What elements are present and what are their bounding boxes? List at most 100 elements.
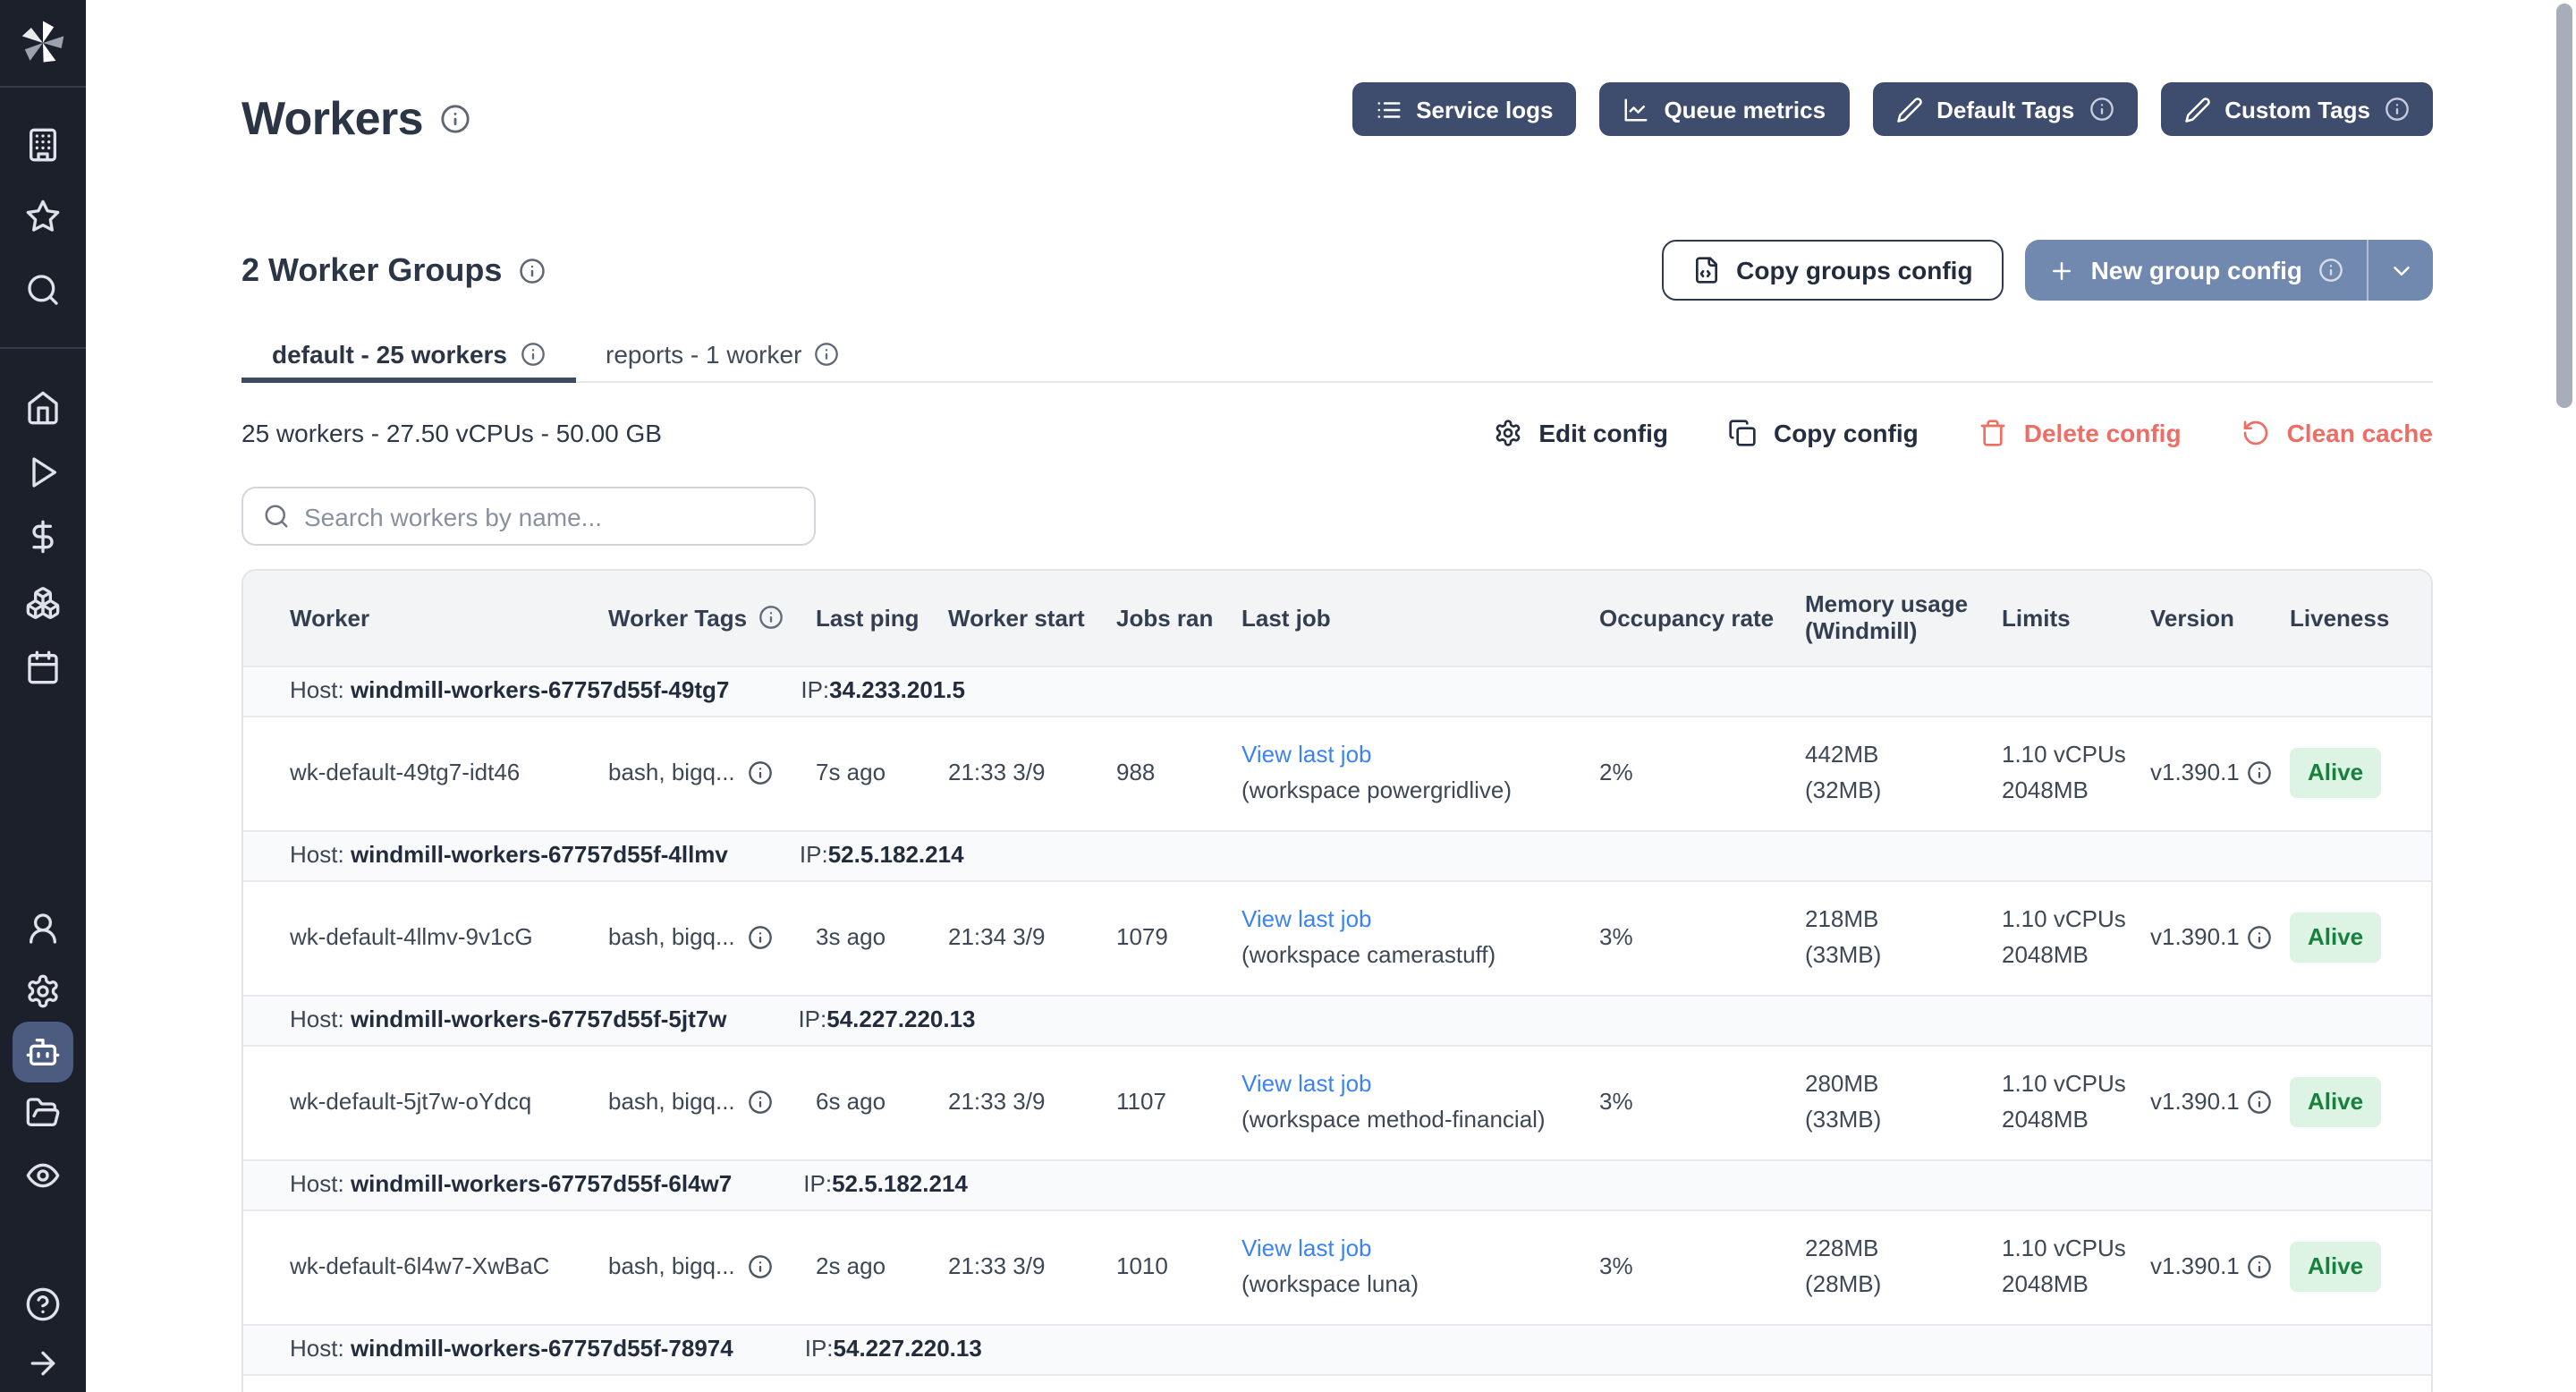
page-header: Workers Service logs Queue metrics Default… <box>242 82 2433 147</box>
ip-label: IP: <box>798 1005 827 1032</box>
version-value: v1.390.1 <box>2150 922 2240 950</box>
file-code-icon <box>1691 256 1720 284</box>
limits-cell: 1.10 vCPUs 2048MB <box>2002 880 2150 995</box>
search-input[interactable] <box>304 502 794 530</box>
jobs-ran-cell: 988 <box>1116 758 1156 785</box>
workers-info-icon[interactable] <box>441 104 471 134</box>
table-header-row: Worker Worker Tags Last ping Worker start Jo… <box>243 571 2431 666</box>
sidebar-item-folder-open[interactable] <box>13 1082 73 1143</box>
sidebar-item-settings[interactable] <box>13 961 73 1022</box>
sidebar-item-robot[interactable] <box>13 1022 73 1082</box>
copy-groups-config-button[interactable]: Copy groups config <box>1661 240 2004 301</box>
info-icon[interactable] <box>2247 1090 2272 1115</box>
view-last-job-link[interactable]: View last job <box>1241 1069 1372 1097</box>
worker-tags: bash, bigq... <box>608 922 735 950</box>
info-icon[interactable] <box>2247 925 2272 950</box>
user-icon <box>25 911 61 946</box>
sidebar-item-eye[interactable] <box>13 1145 73 1206</box>
worker-name-cell: wk-default-6l4w7-XwBaC <box>290 1252 550 1279</box>
host-cell: Host: windmill-workers-67757d55f-49tg7 IP… <box>243 666 2431 716</box>
jobs-ran-cell: 1107 <box>1116 1087 1166 1115</box>
host-cell: Host: windmill-workers-67757d55f-5jt7w IP… <box>243 995 2431 1045</box>
column-header-worker-start: Worker start <box>948 571 1116 666</box>
sidebar-item-help[interactable] <box>13 1274 73 1335</box>
host-row: Host: windmill-workers-67757d55f-6l4w7 IP… <box>243 1159 2431 1210</box>
liveness-badge: Alive <box>2290 747 2382 799</box>
ip-label: IP: <box>803 1169 833 1197</box>
last-job-cell: View last job (workspace method-financial… <box>1241 1045 1599 1159</box>
tab-default-25-workers[interactable]: default - 25 workers <box>242 329 575 383</box>
view-last-job-link[interactable]: View last job <box>1241 740 1372 768</box>
memory-total: 218MB <box>1805 904 1879 932</box>
sidebar-item-dollar[interactable] <box>13 506 73 567</box>
column-header-worker-tags: Worker Tags <box>608 571 816 666</box>
worker-groups-header: 2 Worker Groups Copy groups config New g… <box>242 240 2433 301</box>
host-cell: Host: windmill-workers-67757d55f-6l4w7 IP… <box>243 1159 2431 1210</box>
host-cell: Host: windmill-workers-67757d55f-4llmv IP… <box>243 830 2431 880</box>
memory-total: 228MB <box>1805 1234 1879 1261</box>
action-label: Clean cache <box>2286 419 2433 447</box>
last-job-cell: View last job (workspace camerastuff) <box>1241 880 1599 995</box>
sidebar-item-home[interactable] <box>13 378 73 438</box>
page-title: Workers <box>242 91 471 147</box>
limit-memory: 2048MB <box>2002 1106 2089 1133</box>
worker-groups-title: 2 Worker Groups <box>242 251 545 289</box>
pencil-icon <box>2183 96 2210 123</box>
home-icon <box>25 390 61 426</box>
column-header-occupancy-rate: Occupancy rate <box>1599 571 1805 666</box>
sidebar-item-boxes[interactable] <box>13 573 73 633</box>
new-group-config-dropdown[interactable] <box>2368 240 2433 301</box>
last-ping-cell: 7s ago <box>816 758 886 785</box>
worker-tags-cell: bash, bigq... <box>608 1210 816 1324</box>
sidebar-item-search[interactable] <box>13 259 73 320</box>
jobs-ran-cell: 1010 <box>1116 1252 1168 1279</box>
sidebar-item-arrow-right[interactable] <box>13 1333 73 1392</box>
scrollbar-thumb[interactable] <box>2556 4 2572 408</box>
sidebar-item-calendar[interactable] <box>13 637 73 698</box>
limit-vcpus: 1.10 vCPUs <box>2002 1234 2126 1261</box>
service-logs-button[interactable]: Service logs <box>1352 82 1577 136</box>
delete-config-button[interactable]: Delete config <box>1979 419 2182 447</box>
ip-label: IP: <box>801 675 830 703</box>
view-last-job-link[interactable]: View last job <box>1241 904 1372 932</box>
queue-metrics-button[interactable]: Queue metrics <box>1599 82 1850 136</box>
limits-cell: 1.10 vCPUs 2048MB <box>2002 716 2150 830</box>
info-icon[interactable] <box>748 925 773 950</box>
info-icon[interactable] <box>748 760 773 785</box>
info-icon[interactable] <box>758 606 783 631</box>
copy-config-button[interactable]: Copy config <box>1729 419 1919 447</box>
worker-groups-info-icon[interactable] <box>518 257 545 284</box>
sidebar-item-star[interactable] <box>13 186 73 247</box>
action-label: Edit config <box>1538 419 1668 447</box>
column-header-memory-usage-windmill: Memory usage (Windmill) <box>1805 571 2002 666</box>
sidebar-item-user[interactable] <box>13 898 73 959</box>
sidebar-item-play[interactable] <box>13 442 73 503</box>
last-job-workspace: (workspace luna) <box>1241 1270 1419 1297</box>
info-icon[interactable] <box>748 1090 773 1115</box>
search-row <box>242 487 2433 546</box>
button-label: Default Tags <box>1936 96 2075 123</box>
edit-config-button[interactable]: Edit config <box>1494 419 1668 447</box>
info-icon[interactable] <box>2247 760 2272 785</box>
custom-tags-button[interactable]: Custom Tags <box>2160 82 2433 136</box>
host-label: Host: <box>290 1169 351 1197</box>
sidebar-item-building[interactable] <box>13 115 73 175</box>
info-icon[interactable] <box>2247 1254 2272 1279</box>
version-value: v1.390.1 <box>2150 1252 2240 1279</box>
info-icon[interactable] <box>748 1254 773 1279</box>
default-tags-button[interactable]: Default Tags <box>1872 82 2138 136</box>
liveness-cell: Alive <box>2290 1045 2431 1159</box>
limits-cell: 1.10 vCPUs 2048MB <box>2002 1210 2150 1324</box>
worker-tags: bash, bigq... <box>608 1252 735 1279</box>
new-group-config-button[interactable]: New group config <box>2024 240 2433 301</box>
column-label: Last job <box>1241 604 1331 632</box>
star-icon <box>25 199 61 234</box>
last-job-workspace: (workspace method-financial) <box>1241 1106 1546 1133</box>
tab-reports-1-worker[interactable]: reports - 1 worker <box>575 329 869 383</box>
host-row: Host: windmill-workers-67757d55f-49tg7 IP… <box>243 666 2431 716</box>
view-last-job-link[interactable]: View last job <box>1241 1234 1372 1261</box>
tab-label: default - 25 workers <box>272 339 507 368</box>
clean-cache-button[interactable]: Clean cache <box>2242 419 2433 447</box>
column-header-worker: Worker <box>243 571 608 666</box>
column-label: Limits <box>2002 604 2071 632</box>
